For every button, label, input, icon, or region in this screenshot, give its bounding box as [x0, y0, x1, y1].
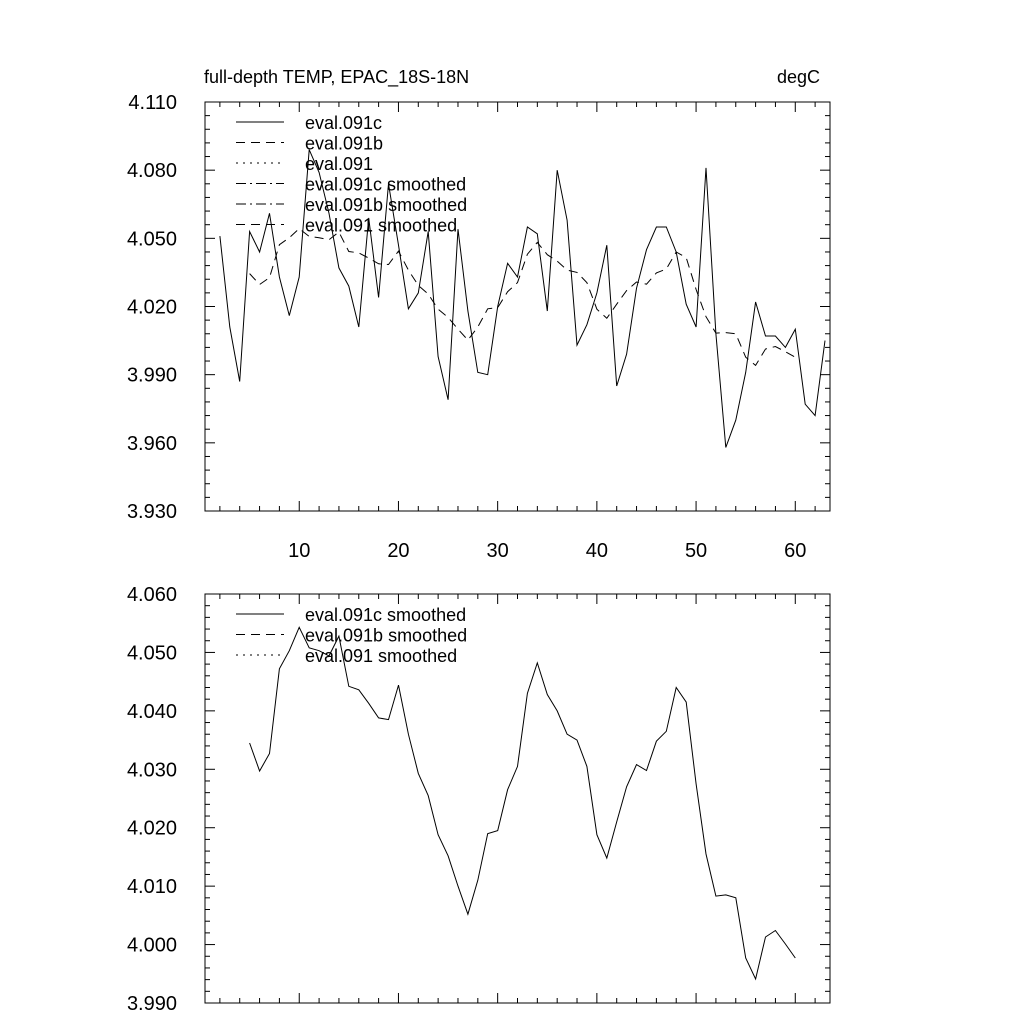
legend-label: eval.091 [305, 154, 373, 174]
legend-label: eval.091 smoothed [305, 216, 457, 236]
x-tick-label: 10 [288, 540, 310, 562]
y-tick-label: 4.020 [127, 297, 177, 319]
top-chart-units: degC [777, 67, 820, 87]
y-tick-label: 4.050 [127, 228, 177, 250]
y-tick-label: 4.020 [127, 818, 177, 840]
top-chart-title: full-depth TEMP, EPAC_18S-18N [204, 67, 469, 88]
top-plot-frame [204, 101, 831, 512]
y-tick-label: 3.990 [127, 365, 177, 387]
y-tick-label: 4.010 [127, 876, 177, 898]
legend-label: eval.091b smoothed [305, 195, 467, 215]
x-tick-label: 40 [586, 540, 608, 562]
x-tick-label: 50 [685, 540, 707, 562]
y-tick-label: 4.040 [127, 701, 177, 723]
x-tick-label: 30 [487, 540, 509, 562]
legend-label: eval.091b [305, 134, 383, 154]
series-line [249, 626, 796, 981]
bottom-panel: 3.990 4.000 4.010 4.020 4.030 4.040 4.050 4.060… [127, 584, 831, 1015]
legend-label: eval.091b smoothed [305, 626, 467, 646]
y-tick-label: 3.990 [127, 993, 177, 1015]
legend-label: eval.091c smoothed [305, 175, 466, 195]
y-tick-label: 4.000 [127, 935, 177, 957]
legend-label: eval.091 smoothed [305, 646, 457, 666]
y-tick-label: 3.960 [127, 433, 177, 455]
series-line [219, 149, 826, 448]
series-line [249, 227, 796, 367]
y-tick-label: 4.080 [127, 160, 177, 182]
x-tick-label: 20 [387, 540, 409, 562]
legend-label: eval.091c smoothed [305, 605, 466, 625]
bottom-plot-frame [204, 593, 831, 1004]
y-tick-label: 3.930 [127, 501, 177, 523]
y-tick-label: 4.030 [127, 759, 177, 781]
top-panel: full-depth TEMP, EPAC_18S-18N degC 3.930… [127, 67, 831, 562]
y-tick-label: 4.110 [128, 92, 177, 114]
y-tick-label: 4.060 [127, 584, 177, 606]
legend-label: eval.091c [305, 113, 382, 133]
x-tick-label: 60 [784, 540, 806, 562]
y-tick-label: 4.050 [127, 642, 177, 664]
